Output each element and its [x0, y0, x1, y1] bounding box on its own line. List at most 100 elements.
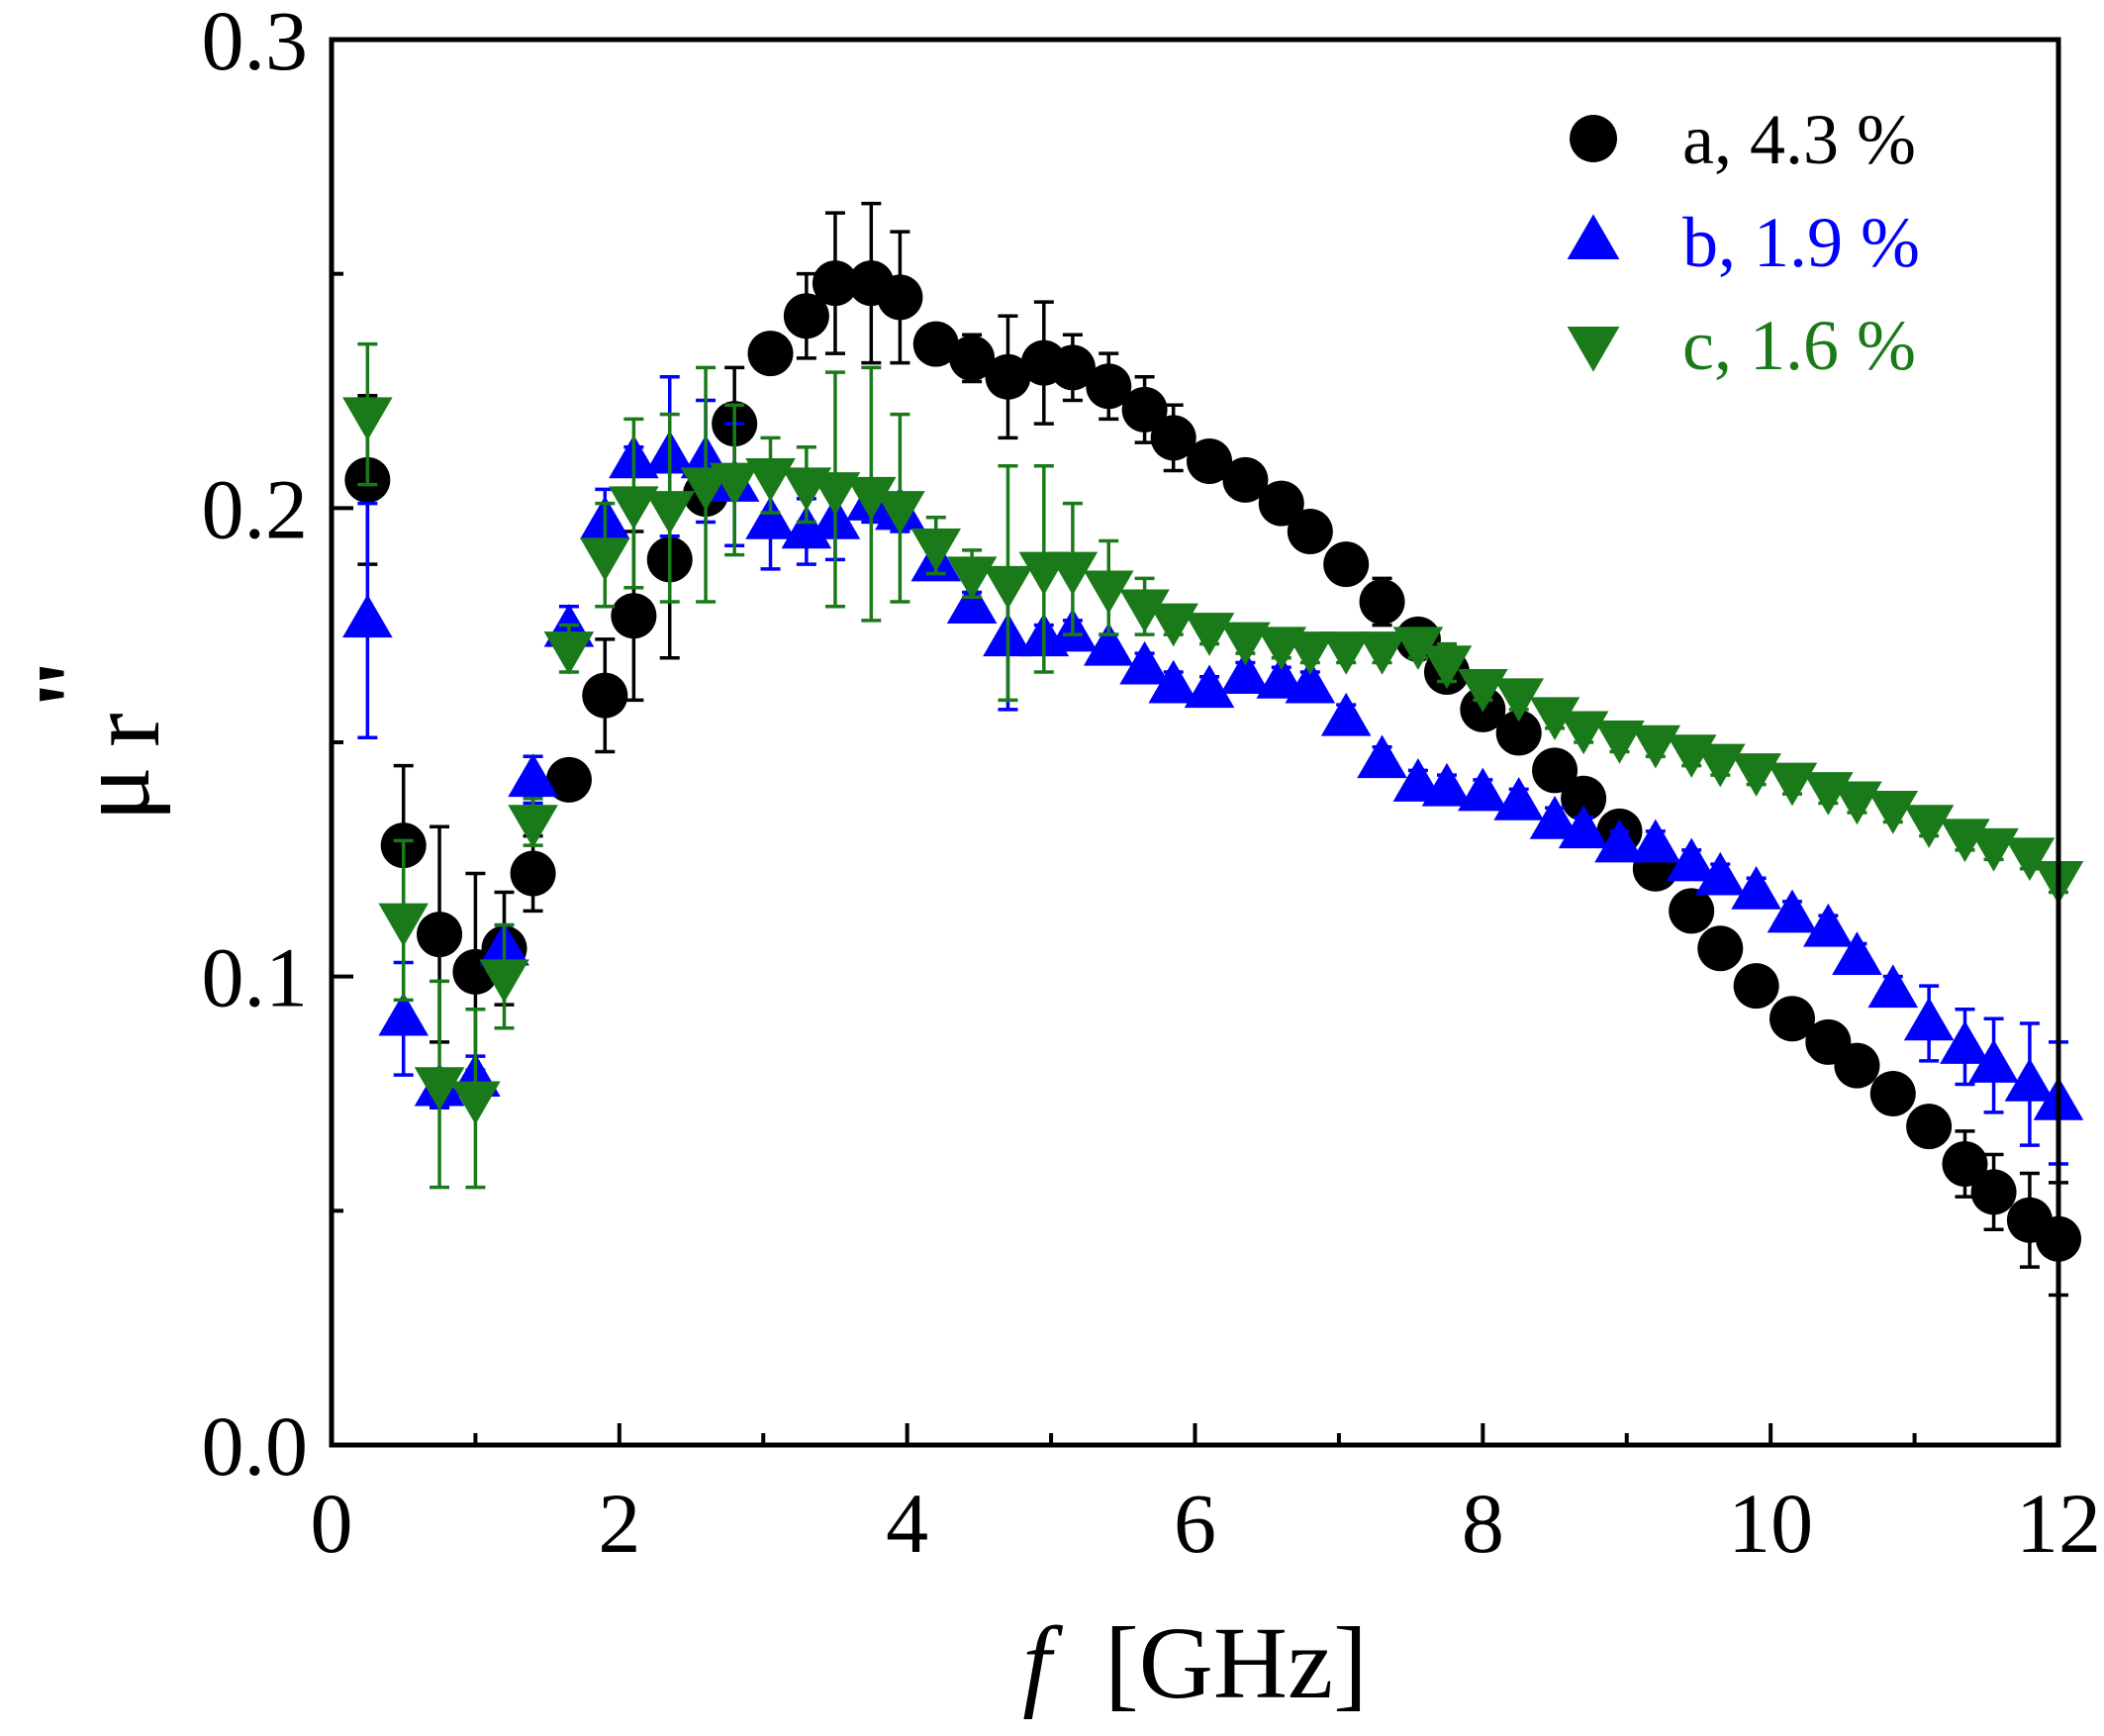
data-point	[414, 1067, 465, 1110]
legend-label: b, 1.9 %	[1682, 203, 1920, 282]
data-point	[2004, 837, 2056, 882]
data-point	[1529, 697, 1580, 741]
data-point	[1119, 640, 1170, 685]
data-point	[1594, 819, 1645, 863]
data-point	[545, 756, 592, 803]
data-point	[1083, 622, 1134, 666]
y-axis-label-subscript: r	[67, 713, 181, 747]
data-point	[543, 631, 595, 675]
data-point	[1421, 645, 1473, 689]
data-point	[1495, 710, 1542, 756]
data-point	[1086, 363, 1132, 410]
x-tick-label: 12	[2016, 1476, 2101, 1571]
data-point	[510, 850, 556, 897]
data-point	[611, 593, 657, 639]
data-point	[1968, 827, 2019, 872]
data-point	[1558, 805, 1609, 849]
data-point	[910, 528, 962, 572]
data-point	[417, 912, 463, 958]
data-point	[1906, 1104, 1953, 1150]
y-tick-label: 0.0	[202, 1398, 309, 1494]
data-point	[812, 260, 858, 307]
y-tick-label: 0.1	[202, 930, 309, 1025]
data-point	[609, 486, 659, 530]
data-point	[1694, 743, 1746, 788]
data-point	[985, 353, 1031, 400]
data-point	[1767, 889, 1818, 933]
data-point	[1561, 775, 1607, 821]
data-point	[1666, 837, 1717, 882]
data-point	[1731, 753, 1781, 797]
data-point	[1150, 415, 1196, 461]
data-point	[1285, 659, 1336, 704]
data-point	[1184, 664, 1235, 709]
data-point	[1903, 805, 1955, 848]
data-point	[1421, 762, 1473, 807]
x-tick-label: 6	[1174, 1476, 1216, 1571]
data-point	[342, 397, 393, 441]
data-point	[582, 672, 628, 719]
data-point	[1392, 627, 1444, 671]
data-point	[1867, 964, 1919, 1009]
data-point	[450, 1081, 501, 1125]
legend-marker	[1570, 115, 1617, 162]
data-point	[378, 903, 430, 947]
data-point	[1803, 903, 1854, 947]
data-point	[1357, 734, 1407, 779]
data-marks	[342, 201, 2084, 1298]
data-point	[912, 321, 959, 367]
data-point	[1832, 781, 1882, 825]
x-axis-label-variable: f	[1022, 1606, 1063, 1720]
data-point	[1832, 931, 1882, 975]
data-point	[875, 491, 925, 534]
data-point	[1287, 509, 1333, 554]
data-point	[1083, 570, 1134, 615]
data-point	[1903, 997, 1955, 1041]
data-point	[1222, 456, 1269, 503]
legend: a, 4.3 % b, 1.9 % c, 1.6 %	[1567, 100, 1920, 385]
data-point	[1558, 711, 1609, 755]
data-point	[1630, 724, 1681, 769]
data-point	[508, 805, 558, 848]
tick-labels: 0 2 4 6 8 10 12 0.0 0.1 0.2 0.3	[202, 0, 2102, 1571]
data-point	[1697, 925, 1744, 972]
data-point	[946, 580, 998, 624]
data-point	[342, 594, 393, 638]
y-tick-label: 0.3	[202, 0, 309, 88]
data-point	[1359, 579, 1405, 625]
data-point	[1323, 541, 1370, 588]
data-point	[1767, 762, 1818, 807]
data-point	[1867, 791, 1919, 834]
data-point	[1869, 1071, 1916, 1116]
data-point	[644, 491, 696, 534]
data-point	[1532, 747, 1578, 794]
data-point	[1392, 758, 1444, 802]
data-point	[1694, 851, 1746, 896]
data-point	[1769, 996, 1815, 1042]
data-point	[1256, 655, 1307, 699]
x-tick-label: 8	[1462, 1476, 1504, 1571]
data-point	[1942, 1141, 1988, 1187]
y-axis-label: μ r "	[16, 655, 181, 821]
data-point	[1220, 650, 1271, 694]
legend-marker	[1567, 327, 1620, 372]
data-point	[680, 467, 731, 512]
data-point	[949, 335, 996, 381]
data-point	[1220, 622, 1271, 666]
y-axis-label-symbol: μ	[57, 766, 171, 821]
x-axis-label-unit: [GHz]	[1104, 1606, 1368, 1720]
data-point	[1733, 963, 1779, 1010]
data-point	[877, 274, 923, 321]
series-triangle-down	[342, 341, 2084, 1190]
data-point	[1285, 631, 1336, 675]
x-tick-label: 2	[598, 1476, 640, 1571]
data-point	[1940, 1020, 1990, 1064]
data-point	[1187, 438, 1233, 484]
data-point	[1834, 1042, 1880, 1089]
x-tick-label: 10	[1728, 1476, 1813, 1571]
data-point	[983, 565, 1033, 610]
x-axis-label: f [GHz]	[1022, 1606, 1368, 1720]
data-point	[479, 959, 529, 1004]
legend-label: a, 4.3 %	[1682, 100, 1916, 179]
